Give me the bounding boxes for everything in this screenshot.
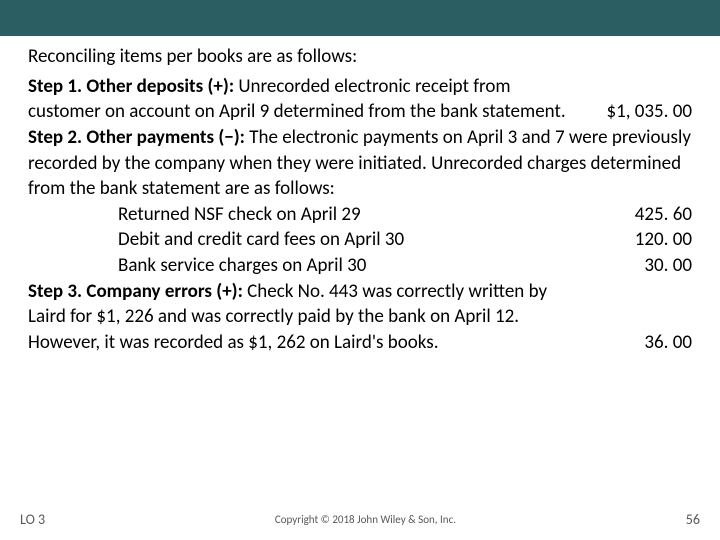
step-2-line-3-text: Bank service charges on April 30 bbox=[28, 253, 592, 279]
page-number: 56 bbox=[686, 511, 700, 528]
step-2-line-2: Debit and credit card fees on April 30 1… bbox=[28, 227, 692, 253]
step-1-text: Step 1. Other deposits (+): Unrecorded e… bbox=[28, 74, 592, 125]
intro-text: Reconciling items per books are as follo… bbox=[28, 44, 692, 70]
learning-objective: LO 3 bbox=[20, 511, 45, 528]
step-2-line-3: Bank service charges on April 30 30. 00 bbox=[28, 253, 692, 279]
header-bar bbox=[0, 0, 720, 36]
step-2-intro: Step 2. Other payments (−): The electron… bbox=[28, 125, 692, 202]
step-1-amount: $1, 035. 00 bbox=[592, 99, 692, 125]
slide-content: Reconciling items per books are as follo… bbox=[0, 36, 720, 356]
copyright-text: Copyright © 2018 John Wiley & Son, Inc. bbox=[45, 513, 686, 526]
step-3-label: Step 3. Company errors (+): bbox=[28, 280, 247, 303]
step-2-line-1-text: Returned NSF check on April 29 bbox=[28, 202, 592, 228]
step-1-label: Step 1. Other deposits (+): bbox=[28, 75, 238, 98]
step-1: Step 1. Other deposits (+): Unrecorded e… bbox=[28, 74, 692, 125]
step-2-line-1-amount: 425. 60 bbox=[592, 202, 692, 228]
step-3-amount: 36. 00 bbox=[592, 330, 692, 356]
step-2-label: Step 2. Other payments (−): bbox=[28, 126, 249, 149]
step-3: Step 3. Company errors (+): Check No. 44… bbox=[28, 279, 692, 356]
step-2-line-1: Returned NSF check on April 29 425. 60 bbox=[28, 202, 692, 228]
step-2-line-2-amount: 120. 00 bbox=[592, 227, 692, 253]
step-2-line-2-text: Debit and credit card fees on April 30 bbox=[28, 227, 592, 253]
footer: LO 3 Copyright © 2018 John Wiley & Son, … bbox=[0, 511, 720, 528]
step-3-text: Step 3. Company errors (+): Check No. 44… bbox=[28, 279, 592, 356]
step-2-line-3-amount: 30. 00 bbox=[592, 253, 692, 279]
